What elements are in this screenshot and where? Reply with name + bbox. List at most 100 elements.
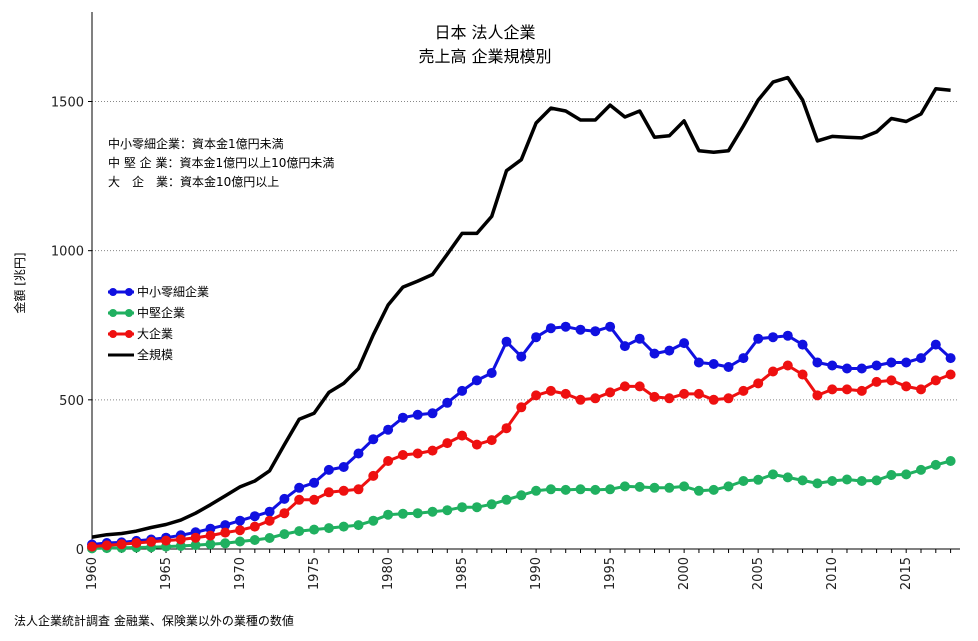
note-line: 中 堅 企 業：資本金1億円以上10億円未満 xyxy=(108,155,334,170)
axes xyxy=(91,12,960,550)
data-point xyxy=(338,485,349,496)
data-point xyxy=(812,478,823,489)
data-point xyxy=(930,459,941,470)
data-point xyxy=(427,408,438,419)
data-point xyxy=(723,362,734,372)
data-point xyxy=(708,484,719,495)
chart-title: 日本 法人企業 xyxy=(434,23,535,42)
data-point xyxy=(220,538,231,549)
data-point xyxy=(797,369,808,380)
data-point xyxy=(753,474,764,485)
x-tick-label: 1980 xyxy=(381,557,396,590)
data-point xyxy=(768,469,778,480)
data-point xyxy=(531,485,542,496)
series-line xyxy=(91,459,951,550)
data-point xyxy=(797,475,808,486)
data-point xyxy=(605,484,616,495)
data-point xyxy=(856,363,867,374)
data-point xyxy=(886,470,897,480)
data-point xyxy=(605,387,616,398)
data-point xyxy=(249,521,260,532)
data-point xyxy=(471,502,482,513)
data-point xyxy=(619,481,630,492)
data-point xyxy=(323,487,334,498)
y-tick-labels: 0 500 1000 1500 xyxy=(51,96,92,558)
data-point xyxy=(368,434,379,445)
data-point xyxy=(205,539,216,550)
data-point xyxy=(264,515,275,526)
data-point xyxy=(590,484,601,495)
data-point xyxy=(309,477,320,488)
data-point xyxy=(901,381,912,392)
data-point xyxy=(338,462,349,472)
data-point xyxy=(590,326,601,337)
x-tick-label: 1965 xyxy=(159,557,174,590)
notes-block: 中小零細企業：資本金1億円未満 中 堅 企 業：資本金1億円以上10億円未満 大… xyxy=(108,136,334,189)
x-tick-label: 2010 xyxy=(825,557,840,590)
data-point xyxy=(442,438,453,449)
y-tick-label: 1500 xyxy=(51,96,84,111)
data-point xyxy=(768,332,778,343)
data-point xyxy=(427,445,438,456)
data-point xyxy=(486,499,497,510)
data-point xyxy=(871,376,882,387)
data-point xyxy=(309,524,320,535)
data-point xyxy=(649,482,660,493)
series-line xyxy=(91,364,952,549)
data-point xyxy=(264,506,275,517)
y-tick-label: 1000 xyxy=(51,245,84,260)
data-point xyxy=(664,393,675,404)
data-point xyxy=(353,520,364,531)
y-tick-label: 500 xyxy=(59,394,84,409)
legend-marker xyxy=(109,288,117,296)
data-point xyxy=(397,412,408,423)
data-point xyxy=(516,490,527,501)
data-point xyxy=(708,359,719,369)
x-tick-label: 1995 xyxy=(603,557,618,590)
data-point xyxy=(249,535,260,545)
data-point xyxy=(945,369,956,380)
legend-label: 大企業 xyxy=(137,326,173,341)
data-point xyxy=(782,360,793,371)
x-tick-label: 2015 xyxy=(899,557,914,590)
x-tick-label: 1975 xyxy=(307,557,322,590)
data-point xyxy=(161,535,171,546)
data-point xyxy=(738,476,749,486)
data-point xyxy=(619,341,630,352)
source-note: 法人企業統計調査 金融業、保険業以外の業種の数値 xyxy=(14,614,294,628)
data-point xyxy=(708,394,719,405)
data-point xyxy=(842,384,852,395)
data-point xyxy=(812,357,823,368)
data-point xyxy=(901,357,912,368)
data-point xyxy=(190,540,201,551)
data-point xyxy=(782,330,793,341)
data-point xyxy=(575,484,586,495)
data-point xyxy=(235,525,245,536)
data-point xyxy=(560,321,571,332)
data-point xyxy=(619,381,630,392)
data-point xyxy=(945,353,956,364)
data-point xyxy=(471,439,482,450)
legend-marker xyxy=(125,309,133,317)
data-point xyxy=(442,505,453,516)
data-point xyxy=(412,409,423,420)
data-point xyxy=(531,390,542,401)
data-point xyxy=(87,541,97,552)
data-point xyxy=(768,366,778,377)
data-point xyxy=(279,508,290,519)
note-line: 中小零細企業：資本金1億円未満 xyxy=(108,136,284,151)
data-point xyxy=(323,523,334,534)
data-point xyxy=(205,530,216,541)
data-point xyxy=(457,430,468,441)
data-point xyxy=(842,474,852,485)
x-tick-label: 1960 xyxy=(85,557,100,590)
data-point xyxy=(545,385,556,396)
data-point xyxy=(827,384,838,395)
data-point xyxy=(649,348,660,359)
data-point xyxy=(916,353,926,364)
data-point xyxy=(383,424,394,435)
data-point xyxy=(235,536,245,547)
data-point xyxy=(723,393,734,404)
